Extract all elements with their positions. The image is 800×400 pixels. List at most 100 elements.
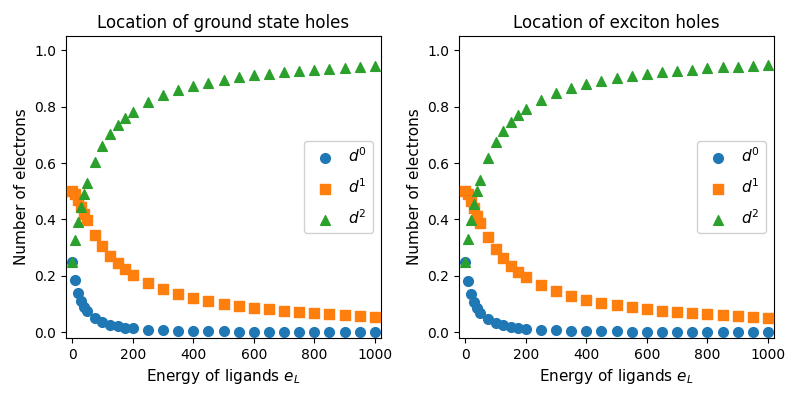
- $d^1$: [142, 280, 154, 286]
- $d^0$: [118, 324, 131, 331]
- $d^2$: [187, 83, 200, 89]
- $d^2$: [126, 108, 139, 115]
- Y-axis label: Number of electrons: Number of electrons: [407, 109, 422, 266]
- $d^1$: [462, 191, 474, 198]
- $d^0$: [232, 328, 245, 335]
- $d^2$: [308, 66, 321, 73]
- $d^2$: [111, 122, 124, 128]
- $d^0$: [731, 329, 744, 335]
- $d^0$: [89, 315, 102, 322]
- $d^0$: [81, 308, 94, 314]
- $d^0$: [75, 298, 88, 304]
- $d^0$: [217, 328, 230, 334]
- $d^1$: [354, 313, 366, 319]
- $d^1$: [81, 217, 94, 224]
- $d^1$: [278, 308, 290, 314]
- $d^2$: [504, 118, 517, 125]
- $d^1$: [489, 246, 502, 252]
- $d^1$: [595, 300, 608, 306]
- $d^1$: [550, 288, 562, 294]
- $d^2$: [202, 79, 215, 86]
- $d^2$: [323, 65, 336, 72]
- $d^2$: [75, 204, 88, 210]
- X-axis label: Energy of ligands $e_L$: Energy of ligands $e_L$: [539, 367, 694, 386]
- $d^0$: [78, 304, 90, 310]
- $d^2$: [655, 69, 668, 76]
- $d^2$: [293, 68, 306, 74]
- $d^1$: [217, 300, 230, 307]
- $d^0$: [626, 328, 638, 335]
- $d^0$: [512, 325, 525, 331]
- $d^0$: [459, 258, 472, 265]
- $d^0$: [247, 328, 260, 335]
- $d^0$: [595, 328, 608, 334]
- $d^0$: [172, 328, 185, 334]
- $d^0$: [104, 322, 117, 328]
- $d^2$: [69, 237, 82, 243]
- $d^2$: [459, 258, 472, 265]
- $d^2$: [626, 72, 638, 79]
- $d^1$: [96, 243, 109, 250]
- X-axis label: Energy of ligands $e_L$: Energy of ligands $e_L$: [146, 367, 301, 386]
- $d^1$: [232, 303, 245, 309]
- $d^2$: [462, 236, 474, 242]
- $d^2$: [580, 81, 593, 87]
- $d^0$: [202, 328, 215, 334]
- Title: Location of ground state holes: Location of ground state holes: [98, 14, 350, 32]
- $d^1$: [247, 304, 260, 311]
- $d^1$: [731, 313, 744, 319]
- $d^1$: [746, 314, 759, 320]
- $d^0$: [187, 328, 200, 334]
- $d^1$: [762, 314, 774, 321]
- $d^1$: [701, 311, 714, 318]
- $d^1$: [78, 211, 90, 217]
- $d^1$: [338, 312, 351, 318]
- $d^0$: [308, 329, 321, 335]
- $d^0$: [142, 326, 154, 333]
- $d^0$: [338, 329, 351, 335]
- $d^0$: [111, 323, 124, 330]
- $d^0$: [550, 327, 562, 334]
- $d^0$: [716, 329, 729, 335]
- $d^2$: [118, 114, 131, 121]
- $d^1$: [465, 198, 478, 204]
- $d^2$: [550, 90, 562, 96]
- $d^1$: [482, 234, 494, 241]
- $d^1$: [187, 295, 200, 301]
- $d^0$: [354, 329, 366, 335]
- $d^1$: [89, 232, 102, 238]
- $d^2$: [465, 216, 478, 223]
- $d^2$: [142, 99, 154, 106]
- $d^2$: [701, 65, 714, 72]
- $d^0$: [641, 328, 654, 335]
- $d^2$: [104, 131, 117, 138]
- $d^2$: [338, 64, 351, 71]
- $d^0$: [69, 277, 82, 284]
- $d^2$: [278, 69, 290, 75]
- $d^1$: [670, 309, 683, 315]
- $d^0$: [157, 327, 170, 334]
- $d^1$: [459, 188, 472, 194]
- $d^0$: [610, 328, 623, 335]
- $d^0$: [534, 327, 547, 333]
- $d^1$: [716, 312, 729, 318]
- $d^2$: [247, 72, 260, 78]
- Title: Location of exciton holes: Location of exciton holes: [514, 14, 720, 32]
- $d^2$: [641, 71, 654, 77]
- $d^0$: [474, 309, 487, 316]
- $d^1$: [111, 260, 124, 266]
- $d^0$: [369, 329, 382, 335]
- $d^2$: [354, 64, 366, 70]
- $d^2$: [534, 96, 547, 103]
- $d^1$: [471, 212, 484, 219]
- $d^1$: [66, 188, 78, 194]
- $d^0$: [701, 329, 714, 335]
- $d^1$: [497, 255, 510, 262]
- $d^2$: [217, 76, 230, 83]
- $d^1$: [293, 309, 306, 315]
- $d^2$: [670, 68, 683, 74]
- $d^2$: [66, 258, 78, 265]
- $d^0$: [262, 328, 275, 335]
- $d^2$: [565, 85, 578, 91]
- $d^0$: [278, 328, 290, 335]
